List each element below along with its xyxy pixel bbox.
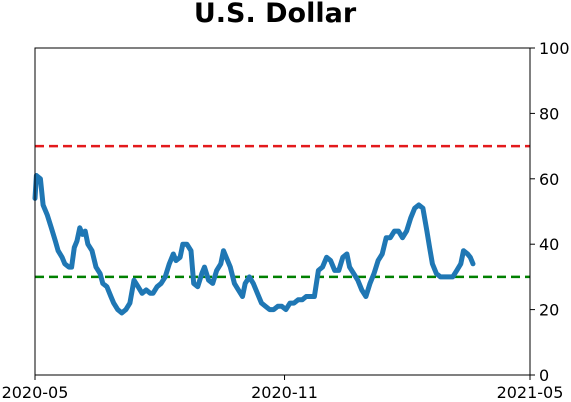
x-tick-label: 2021-05 <box>497 383 564 402</box>
y-tick-label: 100 <box>539 39 570 58</box>
y-tick-label: 40 <box>539 235 559 254</box>
x-axis: 2020-05 2020-11 2021-05 <box>2 375 564 402</box>
y-axis: 0 20 40 60 80 100 <box>530 39 570 385</box>
y-tick-label: 0 <box>539 366 549 385</box>
reference-lines <box>35 144 530 279</box>
chart-title: U.S. Dollar <box>194 0 357 29</box>
x-tick-label: 2020-11 <box>251 383 318 402</box>
y-tick-label: 80 <box>539 104 559 123</box>
plot-area <box>32 47 531 376</box>
x-tick-label: 2020-05 <box>2 383 69 402</box>
plot-frame <box>34 47 531 376</box>
series-line <box>32 173 476 316</box>
y-tick-label: 60 <box>539 170 559 189</box>
y-tick-label: 20 <box>539 301 559 320</box>
series-layer <box>32 173 476 316</box>
